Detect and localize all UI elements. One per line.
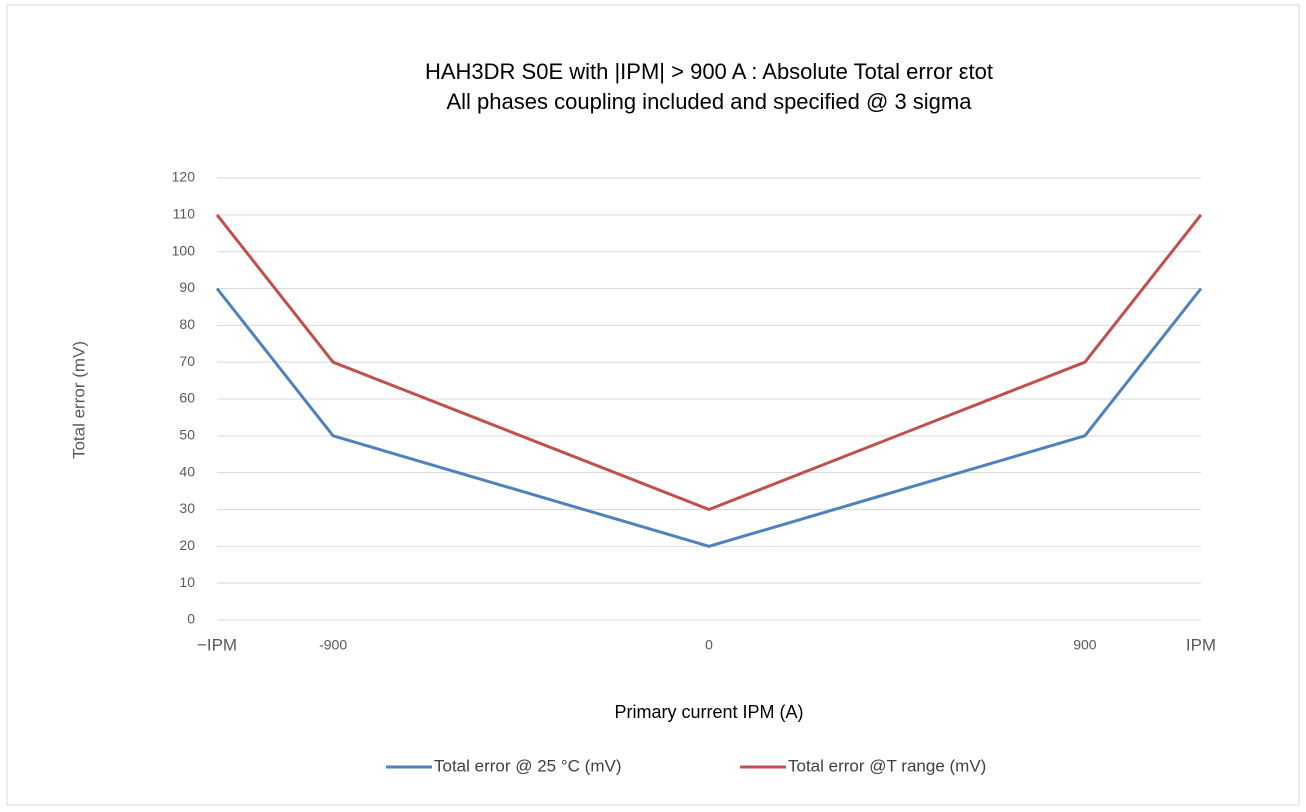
legend-label: Total error @T range (mV) [788, 756, 986, 775]
data-line [215, 213, 1203, 511]
x-tick-label: IPM [1186, 635, 1216, 654]
y-tick-label: 30 [179, 500, 195, 516]
x-tick-label: 900 [1073, 637, 1097, 653]
y-tick-label: 20 [179, 537, 195, 553]
y-tick-label: 120 [172, 169, 196, 185]
y-tick-label: 10 [179, 574, 195, 590]
y-tick-label: 90 [179, 279, 195, 295]
chart-subtitle: All phases coupling included and specifi… [447, 89, 973, 114]
x-tick-label: −IPM [197, 635, 237, 654]
y-tick-label: 0 [187, 611, 195, 627]
y-tick-label: 50 [179, 427, 195, 443]
data-line [215, 287, 1203, 548]
y-axis-title: Total error (mV) [69, 341, 88, 459]
x-tick-label: -900 [319, 637, 347, 653]
y-tick-label: 40 [179, 463, 195, 479]
y-tick-label: 80 [179, 316, 195, 332]
y-tick-label: 70 [179, 353, 195, 369]
x-axis-title: Primary current IPM (A) [614, 702, 803, 722]
chart-frame [6, 4, 1300, 806]
y-tick-label: 100 [172, 242, 196, 258]
y-tick-label: 110 [173, 206, 196, 222]
legend-label: Total error @ 25 °C (mV) [434, 756, 621, 775]
y-tick-label: 60 [179, 390, 195, 406]
chart-title: HAH3DR S0E with |IPM| > 900 A : Absolute… [425, 59, 993, 84]
x-tick-label: 0 [705, 637, 713, 653]
